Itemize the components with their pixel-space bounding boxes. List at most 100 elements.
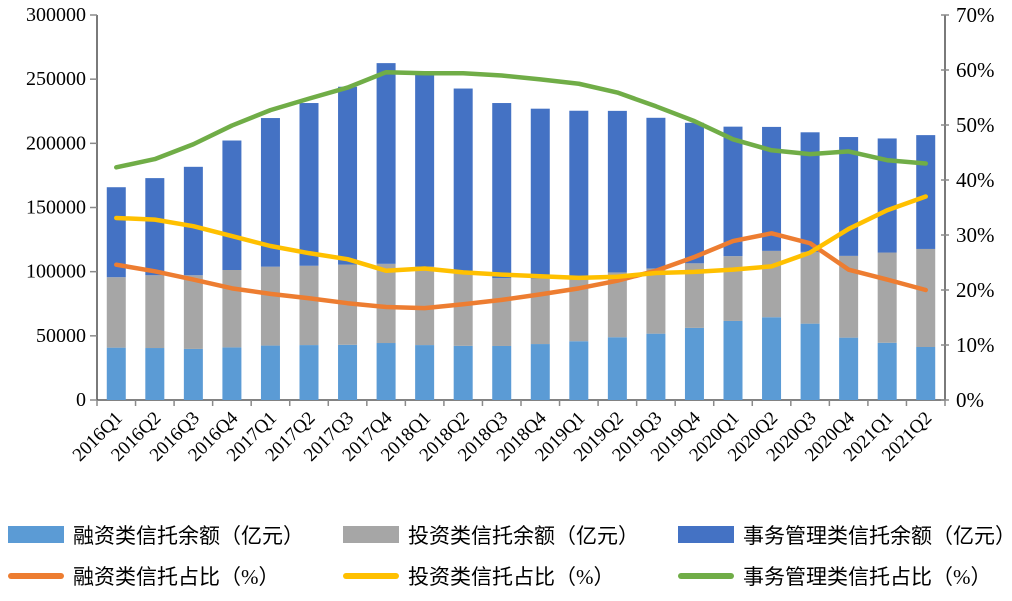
left-axis-tick-label: 50000 [36, 325, 86, 347]
bar-segment [299, 345, 319, 400]
bar-segment [222, 347, 242, 400]
bar-segment [607, 337, 627, 400]
bar-segment [222, 140, 242, 270]
investment-balance-swatch-icon [343, 526, 399, 543]
bar-segment [530, 278, 550, 345]
bar-segment [916, 248, 936, 347]
bar-segment [916, 135, 936, 249]
bar-segment [877, 138, 897, 253]
administration-share-swatch-icon [678, 572, 734, 579]
bar-segment [723, 126, 743, 257]
bar-segment [877, 342, 897, 400]
bar-segment [106, 277, 126, 348]
bar-segment [260, 345, 280, 400]
legend-label: 事务管理类信托余额（亿元） [743, 523, 1012, 548]
bar-segment [839, 337, 859, 400]
bar-segment [800, 132, 820, 252]
left-axis-tick-label: 250000 [26, 68, 86, 90]
bar-segment [492, 278, 512, 346]
left-axis-tick-label: 150000 [26, 197, 86, 219]
bar-segment [569, 341, 589, 400]
left-axis-tick-label: 300000 [26, 4, 86, 26]
bar-segment [106, 347, 126, 400]
bar-segment [800, 251, 820, 324]
bar-segment [762, 317, 782, 400]
financing-balance-swatch-icon [8, 526, 64, 543]
chart-plot-area: 300000 250000 200000 150000 100000 50000 0 70% 6… [26, 3, 995, 466]
bar-segment [222, 269, 242, 348]
bar-segment [260, 266, 280, 346]
bar-segment [106, 187, 126, 278]
bar-segment [299, 265, 319, 346]
bar-segment [492, 345, 512, 400]
right-axis-tick-label: 30% [956, 223, 995, 247]
administration-balance-swatch-icon [678, 526, 734, 543]
left-axis-tick-label: 100000 [26, 261, 86, 283]
bar-segment [145, 348, 165, 400]
bar-segment [145, 178, 165, 276]
bar-segment [684, 122, 704, 264]
bar-segment [376, 63, 396, 264]
bar-segment [376, 343, 396, 400]
bar-segment [376, 263, 396, 344]
bar-segment [183, 275, 203, 349]
bar-segment [800, 323, 820, 400]
investment-share-swatch-icon [343, 572, 399, 579]
percentage-line-series [114, 69, 928, 170]
legend-item-investment-balance: 投资类信托余额（亿元） [343, 520, 678, 550]
percentage-line-series [114, 194, 928, 281]
bar-segment [338, 86, 358, 265]
bar-segment [646, 117, 666, 269]
bar-segment [569, 110, 589, 278]
bar-segment [530, 108, 550, 279]
right-axis-tick-label: 60% [956, 58, 995, 82]
bar-segment [415, 345, 435, 400]
right-axis-tick-label: 40% [956, 168, 995, 192]
bar-segment [453, 88, 473, 274]
legend-label: 融资类信托占比（%） [73, 564, 280, 589]
bar-segment [607, 272, 627, 338]
right-axis-tick-label: 20% [956, 278, 995, 302]
bar-segment [530, 344, 550, 400]
bar-segment [453, 345, 473, 400]
bar-segment [684, 327, 704, 400]
right-axis-tick-label: 50% [956, 113, 995, 137]
right-axis-tick-label: 0% [956, 388, 984, 412]
bar-segment [762, 126, 782, 251]
left-axis-tick-label: 0 [76, 389, 86, 411]
bar-segment [607, 110, 627, 273]
bar-segment [723, 320, 743, 400]
right-axis-tick-label: 70% [956, 3, 995, 27]
bar-segment [183, 166, 203, 276]
bar-segment [415, 71, 435, 267]
bar-segment [839, 255, 859, 338]
legend-item-financing-balance: 融资类信托余额（亿元） [8, 520, 343, 550]
bar-segment [877, 252, 897, 343]
bar-segment [492, 103, 512, 279]
bar-segment [453, 273, 473, 346]
legend-label: 投资类信托余额（亿元） [408, 523, 639, 548]
bar-segment [145, 275, 165, 349]
bar-segment [916, 346, 936, 400]
right-axis-tick-label: 10% [956, 333, 995, 357]
bar-segment [569, 277, 589, 342]
bar-segment [762, 250, 782, 318]
bar-segment [299, 103, 319, 266]
legend-label: 投资类信托占比（%） [408, 564, 615, 589]
bar-segment [646, 268, 666, 334]
left-axis-tick-label: 200000 [26, 132, 86, 154]
percentage-line-series [114, 231, 928, 311]
bar-segment [260, 118, 280, 267]
financing-share-swatch-icon [8, 572, 64, 579]
bar-segment [723, 256, 743, 321]
legend-item-administration-balance: 事务管理类信托余额（亿元） [678, 520, 1012, 550]
legend-label: 融资类信托余额（亿元） [73, 523, 304, 548]
bar-segment [338, 344, 358, 400]
chart-legend: 融资类信托余额（亿元） 投资类信托余额（亿元） 事务管理类信托余额（亿元） 融资… [8, 514, 1012, 596]
legend-label: 事务管理类信托占比（%） [743, 564, 992, 589]
bar-segment [183, 348, 203, 400]
bar-segment [415, 266, 435, 346]
legend-item-investment-share: 投资类信托占比（%） [343, 561, 678, 591]
bar-segment [684, 263, 704, 328]
